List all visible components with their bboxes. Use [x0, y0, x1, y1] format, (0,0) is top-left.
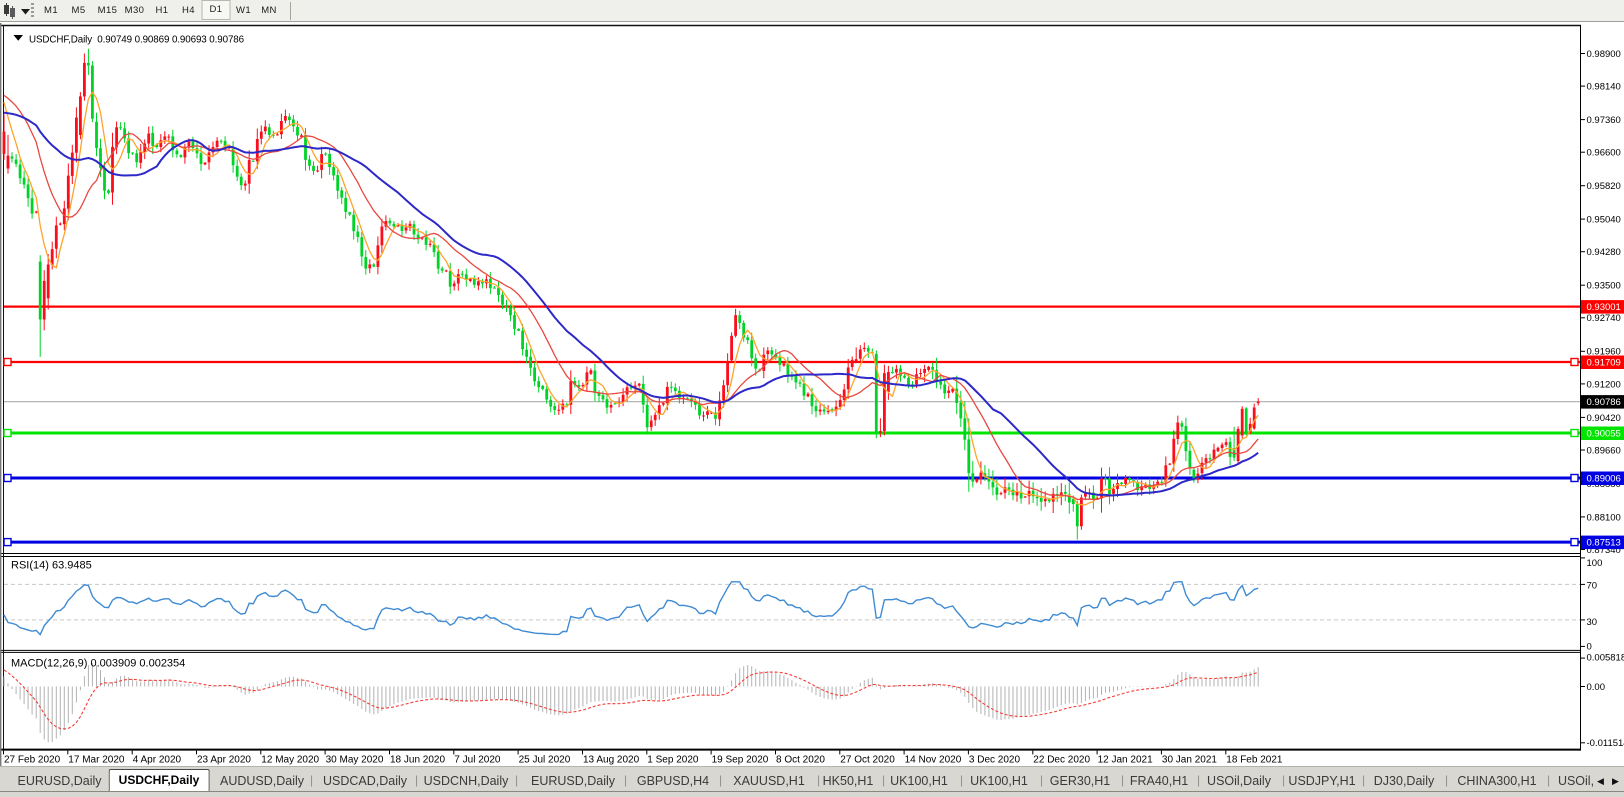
svg-text:0.90786: 0.90786 — [1587, 397, 1621, 408]
svg-text:7 Jul 2020: 7 Jul 2020 — [454, 755, 501, 766]
svg-text:30 Jan 2021: 30 Jan 2021 — [1162, 755, 1217, 766]
svg-text:0.89660: 0.89660 — [1587, 445, 1621, 456]
svg-text:23 Apr 2020: 23 Apr 2020 — [197, 755, 251, 766]
svg-text:8 Oct 2020: 8 Oct 2020 — [776, 755, 825, 766]
svg-text:0.87513: 0.87513 — [1587, 538, 1621, 549]
svg-text:0.89006: 0.89006 — [1587, 474, 1621, 485]
svg-text:0.005818: 0.005818 — [1587, 653, 1624, 664]
svg-text:0.95040: 0.95040 — [1587, 215, 1621, 226]
svg-text:0.93001: 0.93001 — [1587, 302, 1621, 313]
svg-text:0.96600: 0.96600 — [1587, 148, 1621, 159]
svg-text:22 Dec 2020: 22 Dec 2020 — [1033, 755, 1090, 766]
svg-text:0.90420: 0.90420 — [1587, 413, 1621, 424]
svg-text:18 Feb 2021: 18 Feb 2021 — [1226, 755, 1283, 766]
svg-text:1 Sep 2020: 1 Sep 2020 — [647, 755, 699, 766]
svg-text:0.90055: 0.90055 — [1587, 429, 1621, 440]
svg-text:0.91709: 0.91709 — [1587, 358, 1621, 369]
svg-text:30 May 2020: 30 May 2020 — [326, 755, 384, 766]
svg-text:0.92740: 0.92740 — [1587, 313, 1621, 324]
svg-text:19 Sep 2020: 19 Sep 2020 — [712, 755, 769, 766]
svg-text:0.87340: 0.87340 — [1587, 545, 1621, 556]
svg-text:RSI(14) 63.9485: RSI(14) 63.9485 — [11, 560, 92, 572]
svg-text:0.93500: 0.93500 — [1587, 281, 1621, 292]
svg-text:27 Feb 2020: 27 Feb 2020 — [4, 755, 61, 766]
svg-text:0.00: 0.00 — [1587, 682, 1606, 693]
svg-text:3 Dec 2020: 3 Dec 2020 — [969, 755, 1021, 766]
svg-text:12 Jan 2021: 12 Jan 2021 — [1098, 755, 1153, 766]
svg-text:-0.011514: -0.011514 — [1587, 738, 1624, 749]
svg-text:USDCHF,Daily 0.90749 0.90869: USDCHF,Daily 0.90749 0.90869 0.90693 0.9… — [29, 35, 245, 46]
svg-text:0.97360: 0.97360 — [1587, 115, 1621, 126]
svg-text:70: 70 — [1587, 581, 1598, 592]
svg-text:100: 100 — [1587, 558, 1603, 569]
svg-text:14 Nov 2020: 14 Nov 2020 — [905, 755, 962, 766]
svg-text:0.91200: 0.91200 — [1587, 379, 1621, 390]
svg-text:4 Apr 2020: 4 Apr 2020 — [133, 755, 182, 766]
svg-text:0.98900: 0.98900 — [1587, 49, 1621, 60]
svg-text:18 Jun 2020: 18 Jun 2020 — [390, 755, 445, 766]
svg-text:17 Mar 2020: 17 Mar 2020 — [68, 755, 125, 766]
svg-text:0.94280: 0.94280 — [1587, 247, 1621, 258]
svg-text:12 May 2020: 12 May 2020 — [261, 755, 319, 766]
svg-text:0.88100: 0.88100 — [1587, 512, 1621, 523]
svg-text:30: 30 — [1587, 617, 1598, 628]
svg-text:0: 0 — [1587, 642, 1592, 653]
svg-text:25 Jul 2020: 25 Jul 2020 — [519, 755, 571, 766]
svg-text:MACD(12,26,9) 0.003909 0.00235: MACD(12,26,9) 0.003909 0.002354 — [11, 658, 185, 670]
svg-text:0.98140: 0.98140 — [1587, 82, 1621, 93]
svg-text:13 Aug 2020: 13 Aug 2020 — [583, 755, 640, 766]
svg-text:0.91960: 0.91960 — [1587, 347, 1621, 358]
svg-text:27 Oct 2020: 27 Oct 2020 — [840, 755, 895, 766]
svg-text:0.95820: 0.95820 — [1587, 181, 1621, 192]
